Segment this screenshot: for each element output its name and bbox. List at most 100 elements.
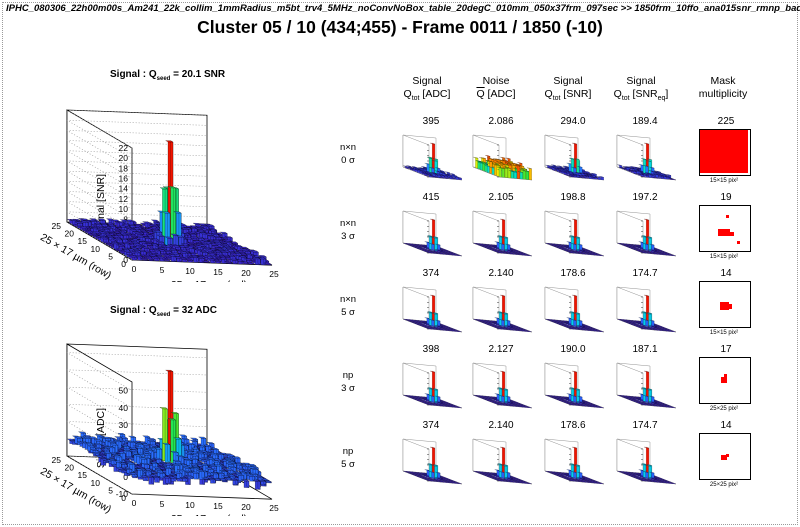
mini-bar: [664, 176, 670, 180]
row-label-5-threshold: 5 σ: [341, 459, 355, 470]
x-axis-label: 25 × 17 µm (col): [171, 513, 247, 516]
row-label-1-threshold: 0 σ: [341, 155, 355, 166]
mini-bar: [405, 167, 411, 170]
x-tick-label: 0: [132, 264, 137, 274]
mini-bar: [502, 313, 508, 328]
mini-bar: [434, 249, 440, 252]
mini-bar: [646, 465, 652, 480]
mask-map: [699, 129, 751, 176]
mini-bar: [569, 158, 574, 174]
mini-bar: [499, 471, 505, 479]
mini-bar: [574, 174, 580, 178]
lego-bar: [263, 480, 272, 484]
lego-bar: [167, 186, 177, 247]
cell-value: 187.1: [632, 344, 658, 355]
mini-lego-plot: [544, 286, 605, 333]
mini-bar: [649, 319, 655, 328]
mask-pixel: [700, 130, 748, 173]
mini-bar: [494, 164, 500, 177]
z-tick-label: -10: [116, 489, 129, 499]
mini-bar: [426, 476, 432, 479]
mini-bar: [477, 162, 483, 171]
mini-lego-plot: [544, 210, 605, 257]
mini-bar: [432, 237, 438, 252]
lego-bar: [241, 479, 250, 488]
mini-bar: [571, 471, 577, 479]
x-tick-label: 15: [213, 267, 223, 277]
multiplicity-value: 14: [720, 420, 732, 431]
y-tick-label: 15: [78, 470, 88, 480]
multiplicity-value: 225: [717, 116, 735, 127]
mini-bar: [511, 171, 517, 179]
z-grid-line: [66, 201, 208, 240]
lego-bar: [210, 472, 219, 479]
lego-bar: [218, 478, 228, 482]
y-tick-label: 5: [108, 251, 113, 261]
mini-bar: [501, 477, 507, 480]
lego-bar: [163, 467, 172, 476]
lego-bar: [219, 257, 228, 264]
mini-bar: [643, 243, 649, 251]
col-header-3: Signal Qtot [SNR]: [544, 75, 592, 103]
mini-bar: [492, 163, 498, 176]
lego-bar: [227, 474, 236, 480]
mini-bar: [456, 406, 463, 409]
plot1-title: Signal : Qseed = 20.1 SNR: [110, 69, 226, 82]
mini-bar: [456, 254, 463, 257]
lego-bar: [129, 255, 138, 261]
mini-bar: [432, 313, 438, 328]
z-tick-label: 8: [123, 214, 128, 224]
mini-bar: [573, 477, 579, 480]
mini-bar: [568, 476, 574, 479]
mini-bar: [573, 325, 579, 328]
mini-lego-plot: [402, 438, 463, 485]
mini-bar: [485, 165, 490, 173]
z-tick-label: 14: [119, 184, 129, 194]
z-tick-label: 20: [119, 153, 129, 163]
mini-lego-plot: [616, 438, 677, 485]
mini-bar: [504, 401, 510, 404]
y-tick-label: 10: [91, 478, 101, 488]
mini-bar: [670, 482, 677, 485]
y-tick-label: 25: [52, 221, 62, 231]
mini-bar: [645, 249, 651, 252]
mask-map: [699, 205, 751, 252]
z-tick-label: 50: [119, 386, 129, 396]
mini-bar: [598, 176, 604, 181]
mask-pixel: [737, 241, 740, 244]
mini-bar: [500, 370, 505, 403]
mini-bar: [501, 325, 507, 328]
mini-bar: [598, 482, 605, 485]
mini-bar: [526, 330, 533, 333]
mini-bar: [431, 249, 437, 252]
mini-bar: [429, 471, 435, 479]
z-tick-label: 40: [119, 403, 129, 413]
mini-bar: [517, 171, 523, 180]
mini-lego-plot: [472, 210, 533, 257]
x-tick-label: 20: [241, 268, 251, 278]
mini-bar: [427, 157, 432, 174]
mask-footer: 15×15 pix²: [709, 330, 739, 336]
mask-footer: 25×25 pix²: [709, 482, 739, 488]
mini-bar: [494, 393, 500, 401]
lego-bar: [154, 447, 163, 462]
mini-lego-plot: [472, 286, 533, 333]
mini-bar: [592, 176, 598, 180]
mini-bar: [559, 170, 565, 174]
mini-lego-plot: [544, 362, 605, 409]
x-tick-label: 25: [269, 269, 279, 279]
mini-bar: [670, 254, 677, 257]
mask-pixel: [720, 302, 729, 310]
lego-bar: [162, 259, 172, 262]
z-tick-label: 16: [119, 174, 129, 184]
mini-bar: [499, 243, 505, 251]
z-grid-line: [66, 109, 208, 149]
mini-bar: [424, 469, 430, 477]
mini-bar: [640, 324, 646, 327]
mini-bar: [494, 469, 500, 477]
mini-bar: [574, 465, 580, 480]
mini-bar: [435, 395, 441, 404]
lego-bar: [205, 467, 214, 476]
cell-value: 178.6: [560, 420, 586, 431]
z-grid-line: [66, 130, 208, 169]
